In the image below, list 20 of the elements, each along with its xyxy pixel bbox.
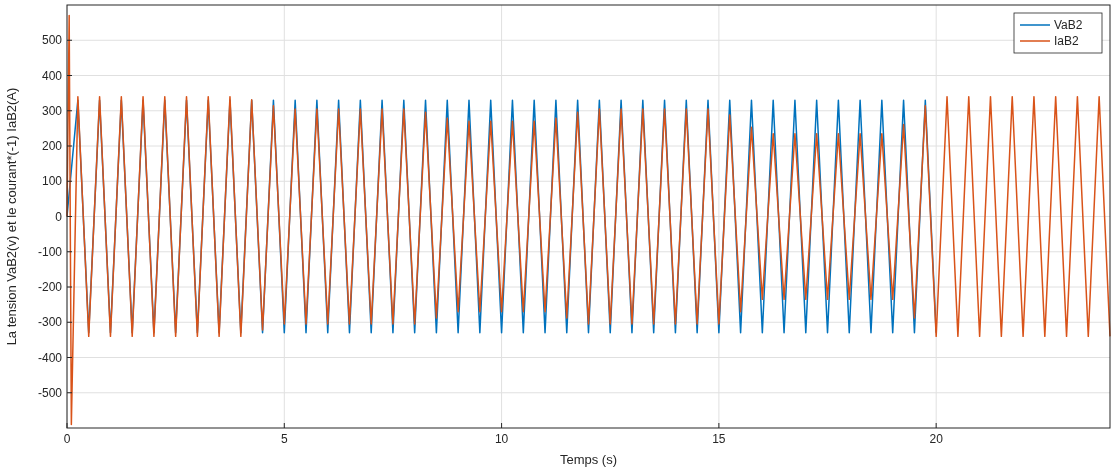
y-axis-title: La tension VaB2(v) et le courant*(-1) IaB2(A) [4,87,19,346]
y-tick-label: 0 [55,209,63,224]
x-tick-label: 10 [494,432,509,446]
legend-label: IaB2 [1054,34,1080,48]
y-tick-label: -400 [37,350,63,365]
y-tick-label: 400 [41,68,63,83]
x-tick-label: 15 [712,432,726,446]
x-tick-label: 20 [929,432,944,446]
y-tick-label: 200 [41,139,63,153]
y-tick-label: 100 [41,174,63,189]
legend-label: VaB2 [1054,18,1083,32]
y-tick-label: 500 [41,33,63,48]
y-tick-label: -300 [37,315,63,330]
y-tick-label: -200 [37,280,63,294]
x-tick-label: 5 [280,432,288,446]
y-tick-label: -100 [37,244,63,259]
y-tick-label: -500 [37,385,63,400]
x-axis-title: Temps (s) [559,452,618,467]
y-tick-label: 300 [41,103,63,118]
line-series [66,14,1111,426]
